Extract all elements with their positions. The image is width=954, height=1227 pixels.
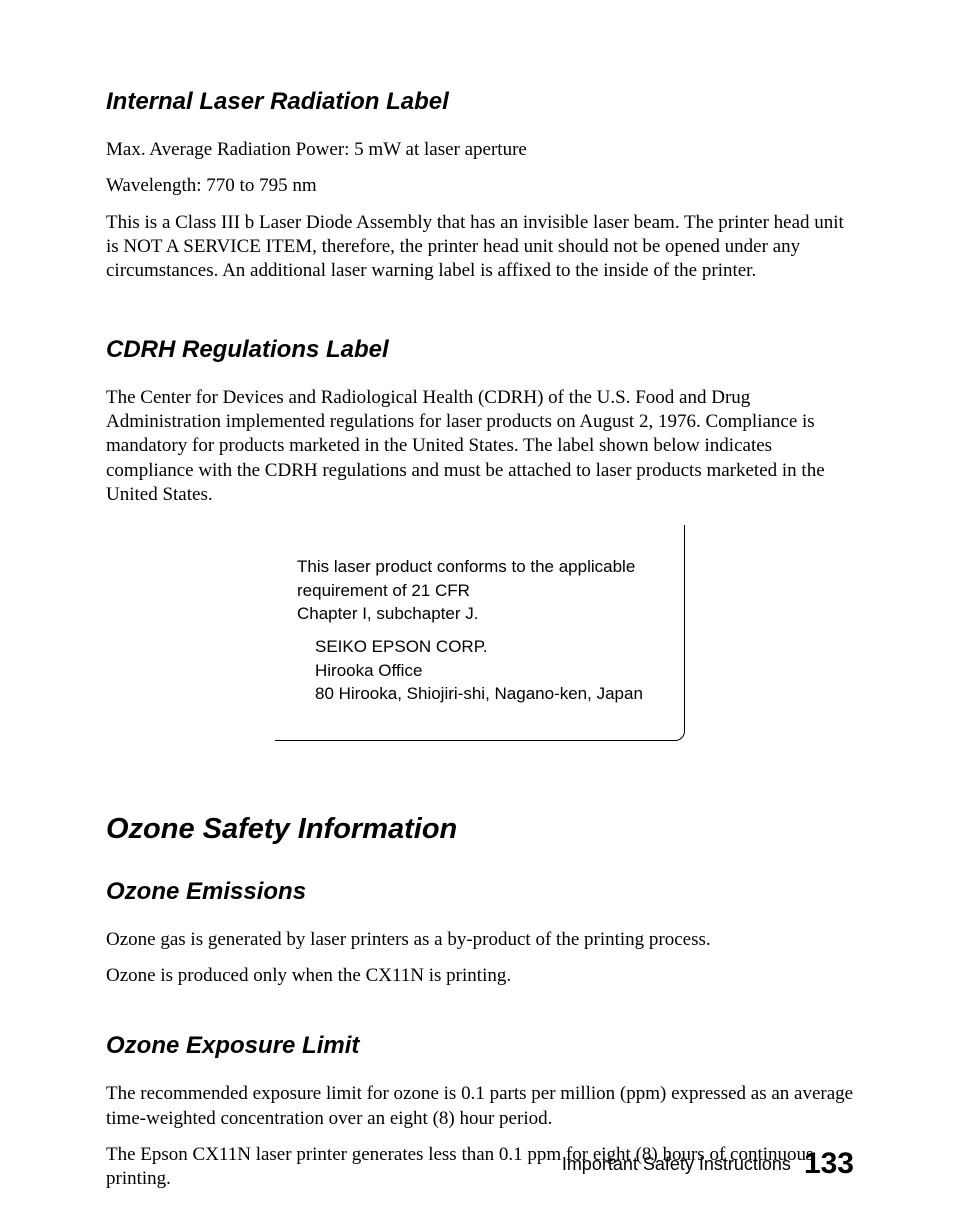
- paragraph: Wavelength: 770 to 795 nm: [106, 174, 854, 198]
- footer-title: Important Safety Instructions: [562, 1154, 791, 1174]
- paragraph: Ozone gas is generated by laser printers…: [106, 928, 854, 952]
- cdrh-label-container: This laser product conforms to the appli…: [106, 525, 854, 741]
- paragraph: The recommended exposure limit for ozone…: [106, 1082, 854, 1131]
- heading-cdrh: CDRH Regulations Label: [106, 336, 854, 364]
- paragraph: Max. Average Radiation Power: 5 mW at la…: [106, 138, 854, 162]
- heading-internal-laser: Internal Laser Radiation Label: [106, 88, 854, 116]
- label-corp-name: SEIKO EPSON CORP.: [315, 635, 662, 658]
- label-text: This laser product conforms to the appli…: [297, 555, 662, 602]
- label-corp-block: SEIKO EPSON CORP. Hirooka Office 80 Hiro…: [297, 635, 662, 705]
- label-text: Chapter I, subchapter J.: [297, 602, 662, 625]
- cdrh-compliance-label: This laser product conforms to the appli…: [275, 525, 685, 741]
- page-footer: Important Safety Instructions 133: [562, 1147, 854, 1181]
- paragraph: This is a Class III b Laser Diode Assemb…: [106, 211, 854, 284]
- label-corp-address: 80 Hirooka, Shiojiri-shi, Nagano-ken, Ja…: [315, 682, 662, 705]
- page-content: Internal Laser Radiation Label Max. Aver…: [0, 0, 954, 1192]
- heading-ozone-exposure-limit: Ozone Exposure Limit: [106, 1032, 854, 1060]
- paragraph: The Center for Devices and Radiological …: [106, 386, 854, 508]
- page-number: 133: [804, 1147, 854, 1180]
- heading-ozone-emissions: Ozone Emissions: [106, 878, 854, 906]
- label-corp-office: Hirooka Office: [315, 659, 662, 682]
- paragraph: Ozone is produced only when the CX11N is…: [106, 964, 854, 988]
- heading-ozone-safety: Ozone Safety Information: [106, 813, 854, 846]
